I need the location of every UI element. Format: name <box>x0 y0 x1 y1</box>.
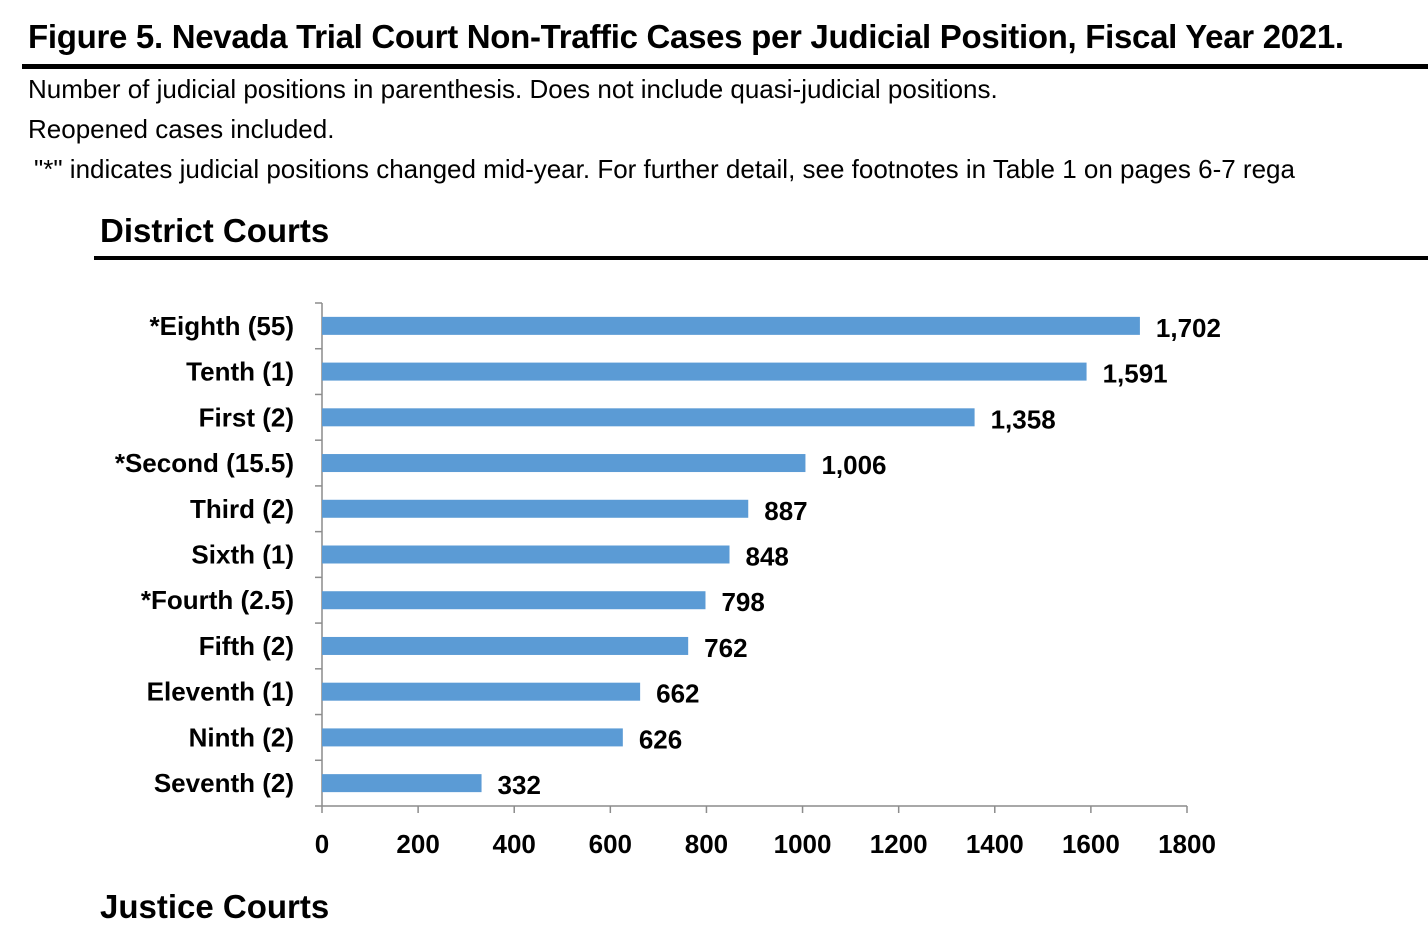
x-tick-label: 1800 <box>1158 829 1216 859</box>
section-rule <box>94 256 1428 260</box>
data-label: 887 <box>764 496 807 526</box>
bar <box>322 454 806 473</box>
x-tick-label: 800 <box>685 829 728 859</box>
category-label: *Fourth (2.5) <box>141 585 294 615</box>
data-label: 798 <box>721 587 764 617</box>
x-tick-label: 1200 <box>870 829 928 859</box>
section-title: District Courts <box>100 212 330 249</box>
next-section-title: Justice Courts <box>100 888 330 925</box>
category-label: Third (2) <box>190 494 294 524</box>
data-label: 1,358 <box>991 404 1056 434</box>
x-tick-label: 0 <box>315 829 329 859</box>
bar <box>322 774 482 793</box>
category-label: *Second (15.5) <box>115 448 294 478</box>
bar-chart: 0 200 400 600 800 1000 1200 1400 1600 1800 *Eighth… <box>115 302 1221 859</box>
bar <box>322 591 706 610</box>
figure-note-asterisk: "*" indicates judicial positions changed… <box>34 154 1295 184</box>
bar <box>322 682 641 701</box>
x-tick-label: 200 <box>396 829 439 859</box>
category-label: Eleventh (1) <box>147 677 294 707</box>
x-tick-label: 1400 <box>966 829 1024 859</box>
data-label: 332 <box>498 770 541 800</box>
data-label: 1,591 <box>1103 359 1168 389</box>
x-tick-label: 400 <box>493 829 536 859</box>
category-label: Ninth (2) <box>189 722 294 752</box>
category-label: First (2) <box>199 402 294 432</box>
category-label: Sixth (1) <box>191 540 294 570</box>
title-rule <box>22 64 1428 69</box>
data-label: 626 <box>639 724 682 754</box>
data-label: 848 <box>746 542 789 572</box>
bar <box>322 499 749 518</box>
figure-note-reopened: Reopened cases included. <box>28 114 335 144</box>
data-label: 662 <box>656 679 699 709</box>
bar <box>322 545 730 564</box>
bar <box>322 728 623 747</box>
x-tick-label: 1000 <box>774 829 832 859</box>
category-label: Tenth (1) <box>186 357 294 387</box>
bar <box>322 362 1087 381</box>
figure-note-positions: Number of judicial positions in parenthe… <box>28 74 998 104</box>
data-label: 1,702 <box>1156 313 1221 343</box>
x-tick-label: 600 <box>589 829 632 859</box>
data-label: 762 <box>704 633 747 663</box>
bar <box>322 316 1140 335</box>
category-label: *Eighth (55) <box>150 311 294 341</box>
bar <box>322 408 975 427</box>
category-label: Seventh (2) <box>154 768 294 798</box>
bar <box>322 636 689 655</box>
figure-title: Figure 5. Nevada Trial Court Non-Traffic… <box>28 18 1344 55</box>
data-label: 1,006 <box>821 450 886 480</box>
x-tick-label: 1600 <box>1062 829 1120 859</box>
category-label: Fifth (2) <box>199 631 294 661</box>
